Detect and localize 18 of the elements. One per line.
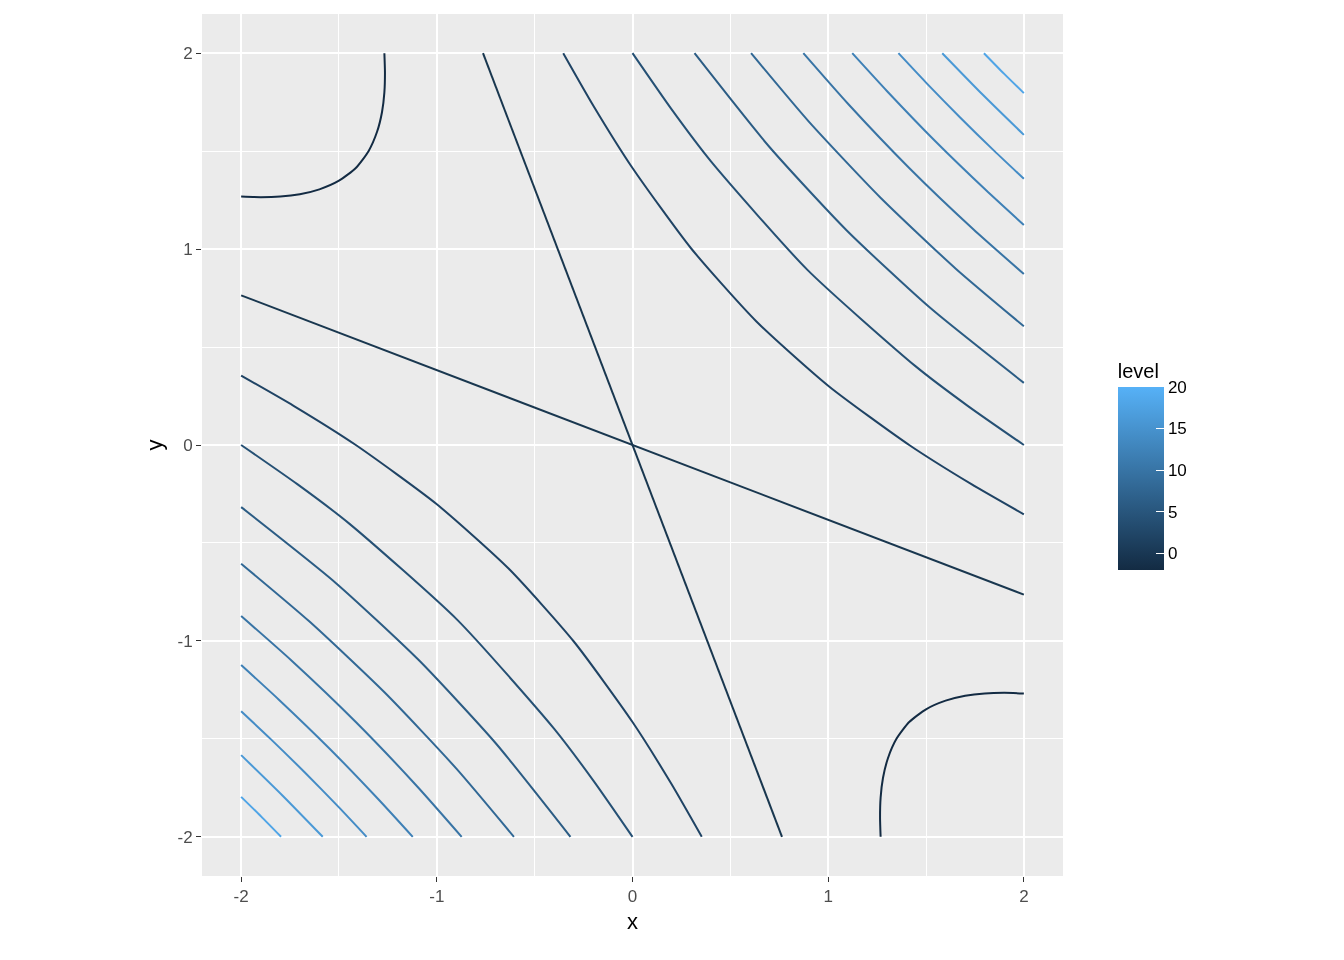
x-tick-label: 0	[627, 887, 638, 907]
x-tick-label: -2	[233, 887, 249, 907]
x-tick-label: 1	[823, 887, 833, 907]
y-tick-label: 2	[183, 44, 193, 64]
color-bar-label: 10	[1167, 460, 1187, 480]
x-tick-label: -1	[429, 887, 445, 907]
color-bar-label: 0	[1167, 544, 1178, 564]
y-tick-label: 0	[183, 435, 193, 455]
x-axis-title: x	[627, 909, 638, 935]
y-axis-title: y	[142, 439, 168, 451]
x-tick-label: 2	[1019, 887, 1029, 907]
y-tick-label: -2	[177, 827, 193, 847]
y-tick-label: 1	[183, 240, 193, 260]
color-bar-label: 20	[1167, 377, 1187, 397]
color-bar-label: 15	[1167, 419, 1187, 439]
y-tick-label: -1	[177, 631, 193, 651]
color-bar-title: level	[1117, 359, 1159, 382]
color-bar-label: 5	[1167, 502, 1178, 522]
